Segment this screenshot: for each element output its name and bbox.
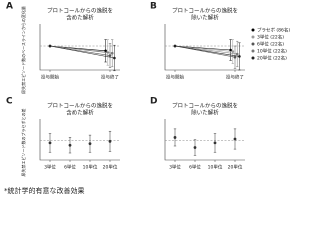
series-line (174, 45, 240, 57)
axis (164, 119, 245, 161)
y-axis-label: 尿失禁エピソード数のプラセボとの差 (20, 109, 26, 177)
legend-label: 20単位 (22名) (257, 55, 287, 62)
x-tick-label: 3単位 (169, 164, 181, 171)
point (231, 50, 235, 53)
x-tick-label: 投与開始 (41, 74, 59, 81)
axis (164, 24, 245, 71)
x-tick-label: 10単位 (208, 164, 223, 171)
point (229, 48, 232, 52)
x-tick-label: 20単位 (103, 164, 118, 171)
panel-title: プロトコールからの逸脱を (47, 102, 113, 110)
panel-title: プロトコールからの逸脱を (47, 7, 113, 15)
point (48, 141, 52, 145)
x-tick-label: 3単位 (44, 164, 56, 171)
point (173, 136, 177, 139)
point (110, 51, 114, 55)
point (104, 49, 107, 53)
legend-label: プラセボ (86名) (257, 27, 290, 34)
series-line (174, 45, 233, 52)
point (88, 142, 92, 146)
point (213, 141, 217, 145)
legend-label: 6単位 (22名) (257, 41, 284, 48)
panel-title: 含めた解析 (66, 109, 94, 117)
point (233, 55, 237, 59)
legend-label: 10単位 (22名) (257, 48, 287, 55)
panel-label: A (6, 2, 13, 12)
series-line (49, 45, 115, 59)
legend-marker (251, 42, 255, 46)
series-line (174, 45, 238, 55)
point (238, 55, 241, 58)
panel-title: プロトコールからの逸脱を (172, 102, 238, 110)
panel-label: D (150, 97, 157, 107)
x-tick-label: 投与終了 (226, 74, 244, 81)
x-tick-label: 20単位 (228, 164, 243, 171)
series-line (49, 45, 113, 54)
panel-title: 除いた解析 (191, 14, 219, 22)
point (68, 143, 72, 147)
point (235, 52, 239, 56)
legend-marker (251, 49, 255, 53)
point (233, 137, 237, 141)
legend-label: 3単位 (22名) (257, 34, 284, 41)
panel-label: C (6, 97, 13, 107)
x-tick-label: 10単位 (83, 164, 98, 171)
figure: *統計学的有意な改善効果 A プロトコールからの逸脱を含めた解析尿失禁エピソード数… (4, 2, 290, 196)
panel-label: B (150, 2, 157, 12)
point (193, 146, 197, 149)
legend-marker (251, 56, 255, 60)
x-tick-label: 6単位 (64, 164, 76, 171)
panel-title: 除いた解析 (191, 109, 219, 117)
point (48, 44, 52, 48)
panel-title: 含めた解析 (66, 14, 94, 22)
panel-title: プロトコールからの逸脱を (172, 7, 238, 15)
footnote: *統計学的有意な改善効果 (4, 186, 85, 195)
legend-marker (251, 35, 255, 39)
legend-marker (251, 28, 255, 32)
x-tick-label: 投与終了 (101, 74, 119, 81)
x-tick-label: 6単位 (189, 164, 201, 171)
y-axis-label: 尿失禁エピソード数のベースラインからの変化量 (20, 6, 26, 94)
point (173, 44, 177, 48)
point (108, 139, 112, 143)
x-tick-label: 投与開始 (166, 74, 184, 81)
point (108, 54, 112, 57)
point (113, 56, 116, 60)
axis (39, 24, 120, 71)
axis (39, 119, 120, 161)
